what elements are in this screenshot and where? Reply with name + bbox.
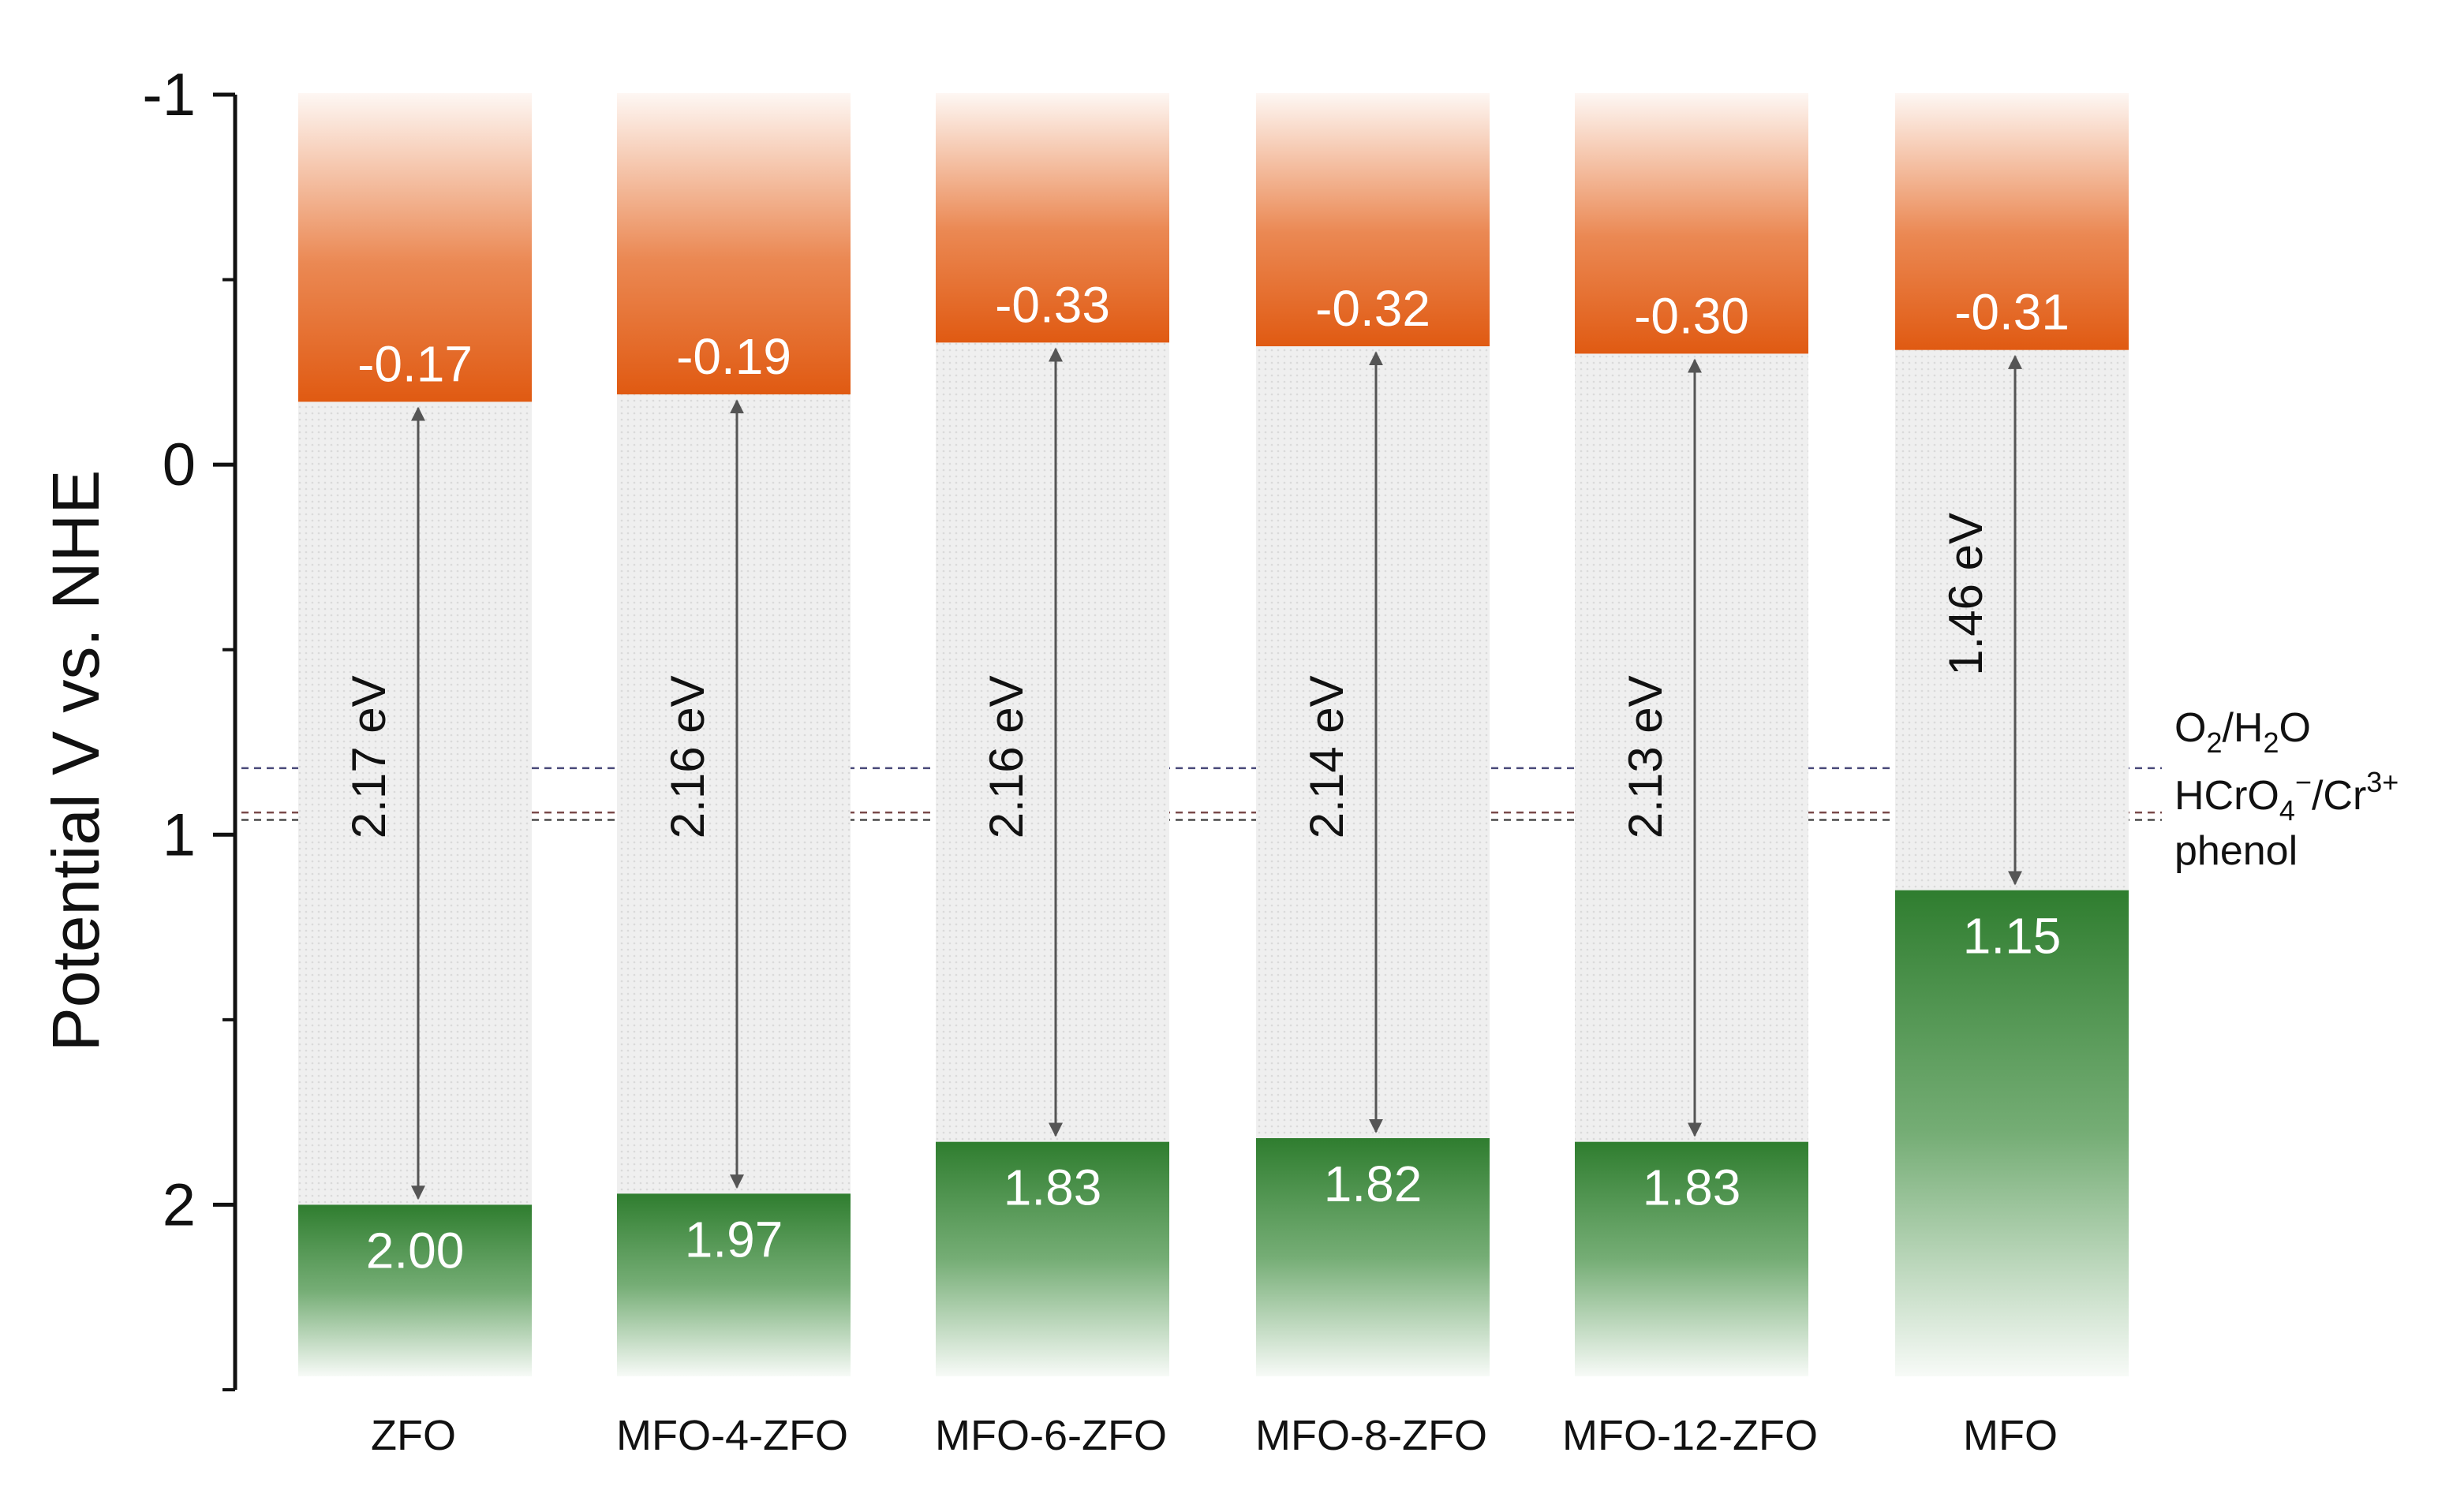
band-gap-area [617,394,851,1194]
ref-label-o2-h2o: O2/H2O [2174,705,2311,759]
category-label: MFO-8-ZFO [1255,1412,1487,1459]
valence-band [617,1193,851,1376]
y-tick-label: 1 [163,801,196,868]
band-gap-area [1575,353,1808,1142]
vb-value-label: 1.15 [1963,908,2062,965]
category-label: MFO-4-ZFO [616,1412,848,1459]
band-gap-area [1895,349,2129,890]
cb-value-label: -0.31 [1954,284,2070,341]
band-gap-label: 2.14 eV [1300,675,1353,838]
vb-value-label: 1.82 [1324,1156,1423,1212]
band-column-zfo [298,93,532,1376]
conduction-band [298,93,532,402]
conduction-band [1575,93,1808,354]
valence-band [1895,890,2129,1376]
band-gap-label: 2.17 eV [342,675,395,838]
category-label: ZFO [371,1412,456,1459]
band-gap-label: 2.13 eV [1619,675,1672,838]
band-gap-area [298,401,532,1205]
conduction-band [936,93,1169,343]
cb-value-label: -0.17 [357,335,473,392]
y-axis: -1 0 1 2 Potential V vs. NHE [39,62,237,1391]
vb-value-label: 1.83 [1004,1159,1102,1216]
valence-band [298,1204,532,1376]
ref-label-phenol: phenol [2174,828,2298,874]
y-tick-label: 2 [163,1171,196,1238]
vb-value-label: 2.00 [366,1222,465,1279]
cb-value-label: -0.33 [995,276,1110,333]
y-tick-label: 0 [163,431,196,498]
valence-band [936,1141,1169,1376]
conduction-band [1895,93,2129,350]
conduction-band [617,93,851,395]
vb-value-label: 1.83 [1643,1159,1741,1216]
category-label: MFO [1963,1412,2058,1459]
valence-band [1575,1141,1808,1376]
cb-value-label: -0.19 [676,328,791,385]
band-column-mfo-6-zfo [936,93,1169,1376]
band-column-mfo-4-zfo [617,93,851,1376]
cb-value-label: -0.30 [1634,287,1749,344]
category-label: MFO-6-ZFO [935,1412,1167,1459]
band-columns [298,93,2129,1376]
band-column-mfo-12-zfo [1575,93,1808,1376]
vb-value-label: 1.97 [685,1211,783,1268]
labels: -0.17 2.00 2.17 eV ZFO -0.19 1.97 2.16 eV MFO-4… [342,276,2399,1459]
y-tick-label: -1 [142,62,196,129]
reference-lines [241,767,2162,821]
valence-band [1256,1137,1490,1376]
band-gap-label: 2.16 eV [661,675,714,838]
band-column-mfo-8-zfo [1256,93,1490,1376]
band-gap-area [936,342,1169,1142]
band-gap-label: 2.16 eV [980,675,1033,838]
band-gap-area [1256,346,1490,1138]
category-label: MFO-12-ZFO [1562,1412,1818,1459]
cb-value-label: -0.32 [1315,280,1430,337]
ref-label-hcro4-cr3: HCrO4−/Cr3+ [2174,766,2399,827]
y-axis-title: Potential V vs. NHE [39,470,113,1052]
band-column-mfo [1895,93,2129,1376]
band-gap-label: 1.46 eV [1939,513,1992,676]
conduction-band [1256,93,1490,347]
